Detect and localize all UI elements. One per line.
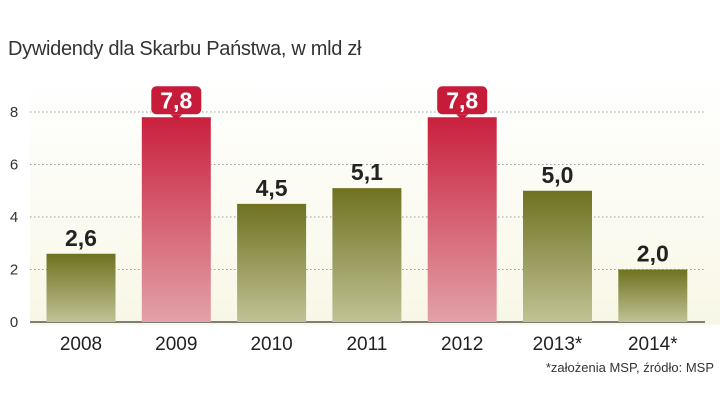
value-label: 2,6 (65, 225, 97, 251)
x-tick-label: 2010 (250, 334, 292, 355)
bar-2011 (332, 188, 402, 322)
x-tick-label: 2008 (60, 334, 102, 355)
value-label: 7,8 (160, 87, 192, 113)
bar-2012 (427, 117, 497, 322)
y-tick-label: 4 (10, 209, 18, 226)
value-label: 4,5 (256, 175, 288, 201)
x-tick-label: 2012 (441, 334, 483, 355)
value-label: 5,0 (542, 162, 574, 188)
x-tick-label: 2014* (628, 334, 678, 355)
x-tick-label: 2011 (346, 334, 387, 355)
highlight-label-box (437, 86, 488, 115)
bar-2009 (141, 117, 211, 322)
value-label: 5,1 (351, 159, 383, 185)
highlight-label-box (151, 86, 202, 115)
highlight-label-pointer (456, 114, 469, 121)
y-tick-label: 8 (10, 104, 18, 121)
x-tick-label: 2009 (155, 334, 197, 355)
value-label: 2,0 (637, 241, 669, 267)
chart-title: Dywidendy dla Skarbu Państwa, w mld zł (8, 38, 362, 60)
bar-2014 (618, 269, 688, 322)
bar-2010 (237, 203, 307, 322)
bar-2013 (523, 190, 592, 322)
value-label: 7,8 (446, 87, 478, 113)
y-tick-label: 2 (10, 262, 18, 279)
highlight-label-pointer (170, 114, 183, 121)
x-tick-label: 2013* (533, 334, 583, 355)
footnote: *założenia MSP, źródło: MSP (545, 360, 714, 375)
y-tick-label: 0 (10, 314, 18, 331)
y-tick-label: 6 (10, 157, 18, 174)
bar-2008 (46, 253, 116, 322)
